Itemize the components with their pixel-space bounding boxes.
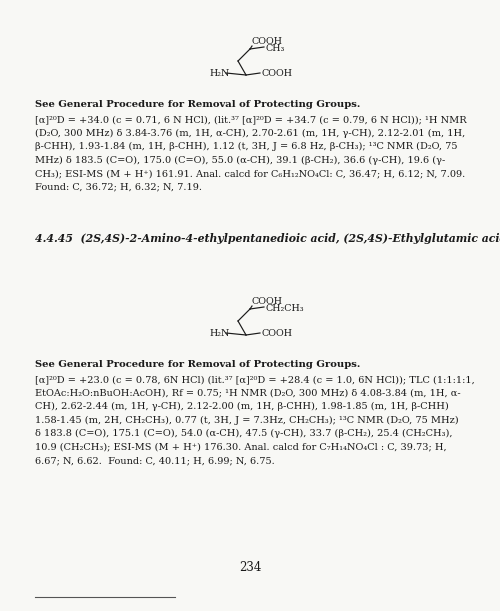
Text: MHz) δ 183.5 (C=O), 175.0 (C=O), 55.0 (α-CH), 39.1 (β-CH₂), 36.6 (γ-CH), 19.6 (γ: MHz) δ 183.5 (C=O), 175.0 (C=O), 55.0 (α…	[35, 156, 446, 164]
Text: CH), 2.62-2.44 (m, 1H, γ-CH), 2.12-2.00 (m, 1H, β-CHH), 1.98-1.85 (m, 1H, β-CHH): CH), 2.62-2.44 (m, 1H, γ-CH), 2.12-2.00 …	[35, 402, 449, 411]
Text: 10.9 (CH₂CH₃); ESI-MS (M + H⁺) 176.30. Anal. calcd for C₇H₁₄NO₄Cl : C, 39.73; H,: 10.9 (CH₂CH₃); ESI-MS (M + H⁺) 176.30. A…	[35, 442, 446, 452]
Text: [α]²⁰D = +34.0 (c = 0.71, 6 N HCl), (lit.³⁷ [α]²⁰D = +34.7 (c = 0.79, 6 N HCl));: [α]²⁰D = +34.0 (c = 0.71, 6 N HCl), (lit…	[35, 115, 466, 124]
Text: δ 183.8 (C=O), 175.1 (C=O), 54.0 (α-CH), 47.5 (γ-CH), 33.7 (β-CH₂), 25.4 (CH₂CH₃: δ 183.8 (C=O), 175.1 (C=O), 54.0 (α-CH),…	[35, 429, 452, 438]
Text: CH₂CH₃: CH₂CH₃	[265, 304, 304, 313]
Text: (D₂O, 300 MHz) δ 3.84-3.76 (m, 1H, α-CH), 2.70-2.61 (m, 1H, γ-CH), 2.12-2.01 (m,: (D₂O, 300 MHz) δ 3.84-3.76 (m, 1H, α-CH)…	[35, 128, 465, 137]
Text: CH₃); ESI-MS (M + H⁺) 161.91. Anal. calcd for C₆H₁₂NO₄Cl: C, 36.47; H, 6.12; N, : CH₃); ESI-MS (M + H⁺) 161.91. Anal. calc…	[35, 169, 465, 178]
Text: See General Procedure for Removal of Protecting Groups.: See General Procedure for Removal of Pro…	[35, 100, 360, 109]
Text: β-CHH), 1.93-1.84 (m, 1H, β-CHH), 1.12 (t, 3H, J = 6.8 Hz, β-CH₃); ¹³C NMR (D₂O,: β-CHH), 1.93-1.84 (m, 1H, β-CHH), 1.12 (…	[35, 142, 458, 151]
Text: COOH: COOH	[251, 297, 282, 306]
Text: EtOAc:H₂O:nBuOH:AcOH), Rf = 0.75; ¹H NMR (D₂O, 300 MHz) δ 4.08-3.84 (m, 1H, α-: EtOAc:H₂O:nBuOH:AcOH), Rf = 0.75; ¹H NMR…	[35, 389, 460, 398]
Text: 4.4.45  (2S,4S)-2-Amino-4-ethylpentanedioic acid, (2S,4S)-Ethylglutamic acid, 4.: 4.4.45 (2S,4S)-2-Amino-4-ethylpentanedio…	[35, 233, 500, 244]
Text: H₂N: H₂N	[210, 69, 231, 78]
Text: Found: C, 36.72; H, 6.32; N, 7.19.: Found: C, 36.72; H, 6.32; N, 7.19.	[35, 183, 202, 191]
Text: See General Procedure for Removal of Protecting Groups.: See General Procedure for Removal of Pro…	[35, 360, 360, 369]
Text: COOH: COOH	[251, 37, 282, 46]
Text: COOH: COOH	[261, 69, 292, 78]
Text: 6.67; N, 6.62.  Found: C, 40.11; H, 6.99; N, 6.75.: 6.67; N, 6.62. Found: C, 40.11; H, 6.99;…	[35, 456, 275, 465]
Text: [α]²⁰D = +23.0 (c = 0.78, 6N HCl) (lit.³⁷ [α]²⁰D = +28.4 (c = 1.0, 6N HCl)); TLC: [α]²⁰D = +23.0 (c = 0.78, 6N HCl) (lit.³…	[35, 375, 475, 384]
Text: 234: 234	[239, 561, 261, 574]
Text: H₂N: H₂N	[210, 329, 231, 338]
Text: CH₃: CH₃	[265, 44, 284, 53]
Text: 1.58-1.45 (m, 2H, CH₂CH₃), 0.77 (t, 3H, J = 7.3Hz, CH₂CH₃); ¹³C NMR (D₂O, 75 MHz: 1.58-1.45 (m, 2H, CH₂CH₃), 0.77 (t, 3H, …	[35, 415, 458, 425]
Text: COOH: COOH	[261, 329, 292, 338]
